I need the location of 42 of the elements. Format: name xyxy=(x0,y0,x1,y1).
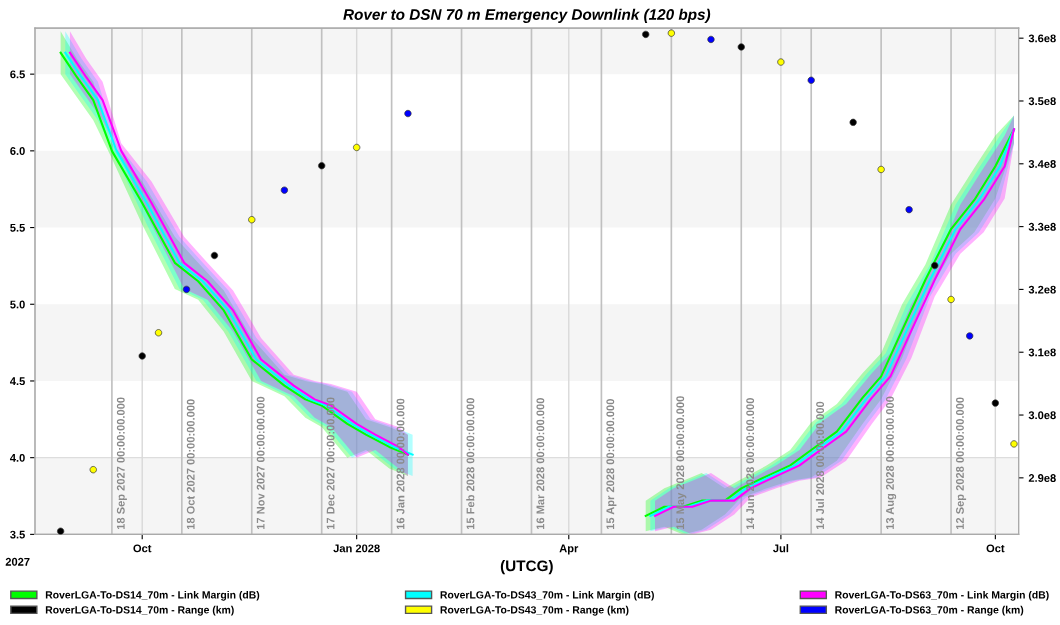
ref-line-label: 13 Aug 2028 00:00:00.000 xyxy=(886,396,897,530)
ref-line-label: 14 Jun 2028 00:00:00.000 xyxy=(746,398,755,530)
y2-tick-label: 3.4e8 xyxy=(1028,160,1056,168)
y-tick-label: 4.5 xyxy=(9,377,25,386)
y-tick-label: 6.5 xyxy=(10,70,25,79)
x-tick-label: Oct xyxy=(986,544,1005,553)
ref-line-label: 15 May 2028 00:00:00.000 xyxy=(676,396,687,530)
ref-line-label: 18 Oct 2027 00:00:00.000 xyxy=(186,399,195,530)
y-tick-label: 5.0 xyxy=(10,300,25,309)
y2-tick-label: 3.2e8 xyxy=(1028,285,1056,294)
ref-line-label: 16 Jan 2028 00:00:00.000 xyxy=(396,398,405,530)
y2-tick-label: 3.0e8 xyxy=(1028,411,1056,420)
x-tick-label: Jan 2028 xyxy=(333,544,380,553)
x-axis-title: (UTCG) xyxy=(500,560,553,575)
legend-label: RoverLGA-To-DS63_70m - Link Margin (dB) xyxy=(835,590,1049,601)
ref-line-label: 15 Feb 2028 00:00:00.000 xyxy=(466,398,475,530)
ref-line-label: 17 Dec 2027 00:00:00.000 xyxy=(326,397,335,530)
ref-line-label: 15 Apr 2028 00:00:00.000 xyxy=(606,399,617,530)
legend-label: RoverLGA-To-DS43_70m - Range (km) xyxy=(440,605,629,616)
legend-label: RoverLGA-To-DS63_70m - Range (km) xyxy=(835,605,1024,616)
chart-title: Rover to DSN 70 m Emergency Downlink (120 bps) xyxy=(343,8,711,23)
x-tick-label: Oct xyxy=(133,544,152,553)
y2-tick-label: 3.1e8 xyxy=(1028,348,1056,357)
y-tick-label: 6.0 xyxy=(10,147,25,155)
x-tick-label: Apr xyxy=(559,544,579,555)
y2-tick-label: 2.9e8 xyxy=(1028,474,1056,482)
y2-tick-label: 3.5e8 xyxy=(1028,97,1056,106)
y-tick-label: 3.5 xyxy=(10,530,25,539)
legend-label: RoverLGA-To-DS14_70m - Range (km) xyxy=(45,605,234,616)
y-tick-label: 4.0 xyxy=(9,453,25,462)
ref-line-label: 18 Sep 2027 00:00:00.000 xyxy=(116,397,127,530)
ref-line-label: 12 Sep 2028 00:00:00.000 xyxy=(956,397,967,530)
y2-tick-label: 3.3e8 xyxy=(1028,222,1056,231)
legend-label: RoverLGA-To-DS14_70m - Link Margin (dB) xyxy=(45,590,260,601)
y2-tick-label: 3.6e8 xyxy=(1028,34,1056,43)
y-tick-label: 5.5 xyxy=(10,223,25,232)
x-tick-label: Jul xyxy=(773,544,789,553)
text: 2027 xyxy=(5,557,30,566)
ref-line-label: 16 Mar 2028 00:00:00.000 xyxy=(536,398,545,530)
legend-label: RoverLGA-To-DS43_70m - Link Margin (dB) xyxy=(440,590,654,601)
ref-line-label: 14 Jul 2028 00:00:00.000 xyxy=(815,401,825,530)
ref-line-label: 17 Nov 2027 00:00:00.000 xyxy=(256,396,265,530)
